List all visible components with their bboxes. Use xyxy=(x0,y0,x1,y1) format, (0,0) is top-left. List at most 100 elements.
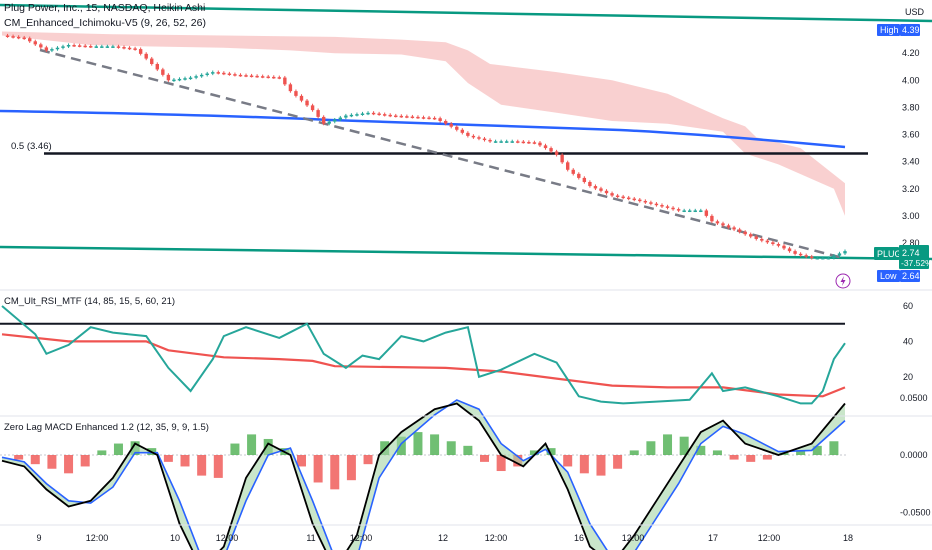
candle-body xyxy=(283,77,287,85)
rsi-indicator-label[interactable]: CM_Ult_RSI_MTF (14, 85, 15, 5, 60, 21) xyxy=(4,296,175,307)
macd-histogram-bar xyxy=(163,455,173,462)
candle-body xyxy=(399,115,404,118)
candle-body xyxy=(676,209,681,211)
rsi-line xyxy=(1,305,846,405)
candle-body xyxy=(837,253,842,256)
candle-body xyxy=(421,117,426,119)
candle-body xyxy=(493,141,498,143)
candle-body xyxy=(549,148,553,152)
currency-label[interactable]: USD xyxy=(905,7,925,17)
macd-indicator-label[interactable]: Zero Lag MACD Enhanced 1.2 (12, 35, 9, 9… xyxy=(4,422,209,433)
candle-body xyxy=(11,36,15,38)
rsi-signal-line xyxy=(1,333,846,398)
lightning-icon[interactable] xyxy=(835,273,851,289)
candle-body xyxy=(360,113,365,116)
candle-body xyxy=(565,162,570,170)
candle-body xyxy=(488,139,492,142)
candle-body xyxy=(443,120,448,124)
candle-body xyxy=(222,72,226,75)
low-badge-label: Low xyxy=(880,271,897,281)
candle-body xyxy=(305,100,309,106)
candle-body xyxy=(621,196,625,199)
macd-histogram-bar xyxy=(247,434,257,455)
candle-body xyxy=(471,135,476,138)
candle-body xyxy=(288,84,293,92)
macd-tick-label: 0.0500 xyxy=(900,393,928,403)
candle-body xyxy=(355,114,359,116)
candle-body xyxy=(654,203,659,206)
candle-body xyxy=(377,113,381,116)
candle-body xyxy=(710,215,714,222)
candle-body xyxy=(177,78,182,81)
high-badge: High 4.39 xyxy=(877,24,920,36)
candle-body xyxy=(5,35,10,38)
cloud-band xyxy=(2,31,845,216)
candle-body xyxy=(715,221,720,224)
macd-histogram-bar xyxy=(546,448,556,455)
rsi-pane xyxy=(0,305,846,405)
candle-body xyxy=(338,117,343,120)
candle-body xyxy=(765,240,770,243)
candle-body xyxy=(787,248,792,252)
price-tick-label: 3.80 xyxy=(902,102,920,112)
macd-histogram-bar xyxy=(613,455,623,469)
candle-body xyxy=(482,138,487,141)
candle-body xyxy=(199,74,204,77)
macd-histogram-bar xyxy=(30,455,40,465)
time-tick-label: 12:00 xyxy=(86,533,109,543)
candle-body xyxy=(310,105,315,111)
high-badge-value: 4.39 xyxy=(902,25,920,35)
candle-body xyxy=(560,154,564,163)
macd-histogram-bar xyxy=(629,450,639,455)
candle-body xyxy=(832,255,836,258)
candle-body xyxy=(394,115,398,118)
candle-body xyxy=(366,112,370,115)
candle-body xyxy=(405,116,409,118)
candle-body xyxy=(28,38,32,42)
time-tick-label: 11 xyxy=(306,533,315,543)
candle-body xyxy=(732,227,736,230)
candle-body xyxy=(327,121,331,124)
candle-body xyxy=(249,75,254,78)
candle-body xyxy=(94,46,98,48)
price-tick-label: 4.20 xyxy=(902,48,920,58)
candle-body xyxy=(704,210,709,216)
macd-histogram-bar xyxy=(529,450,539,455)
candle-body xyxy=(615,195,620,198)
chart-title[interactable]: Plug Power, Inc., 15, NASDAQ, Heikin Ash… xyxy=(4,2,206,14)
candle-body xyxy=(532,142,537,144)
candle-body xyxy=(466,132,470,136)
candle-body xyxy=(477,137,481,139)
candle-body xyxy=(793,251,797,254)
ichimoku-indicator-label[interactable]: CM_Enhanced_Ichimoku-V5 (9, 26, 52, 26) xyxy=(4,17,206,29)
time-tick-label: 12:00 xyxy=(216,533,239,543)
macd-histogram-bar xyxy=(113,443,123,455)
candle-body xyxy=(815,257,819,260)
candle-body xyxy=(349,114,354,117)
candle-body xyxy=(821,257,825,260)
symbol-badge: PLUG xyxy=(877,249,902,259)
candle-body xyxy=(122,47,126,49)
ichimoku-cloud xyxy=(2,31,845,216)
candle-body xyxy=(760,238,764,241)
high-badge-label: High xyxy=(880,25,899,35)
macd-histogram-bar xyxy=(313,455,323,483)
rsi-tick-label: 40 xyxy=(903,336,913,346)
macd-signal-line xyxy=(1,399,846,550)
macd-line xyxy=(1,402,846,550)
candle-body xyxy=(682,210,686,212)
candle-body xyxy=(665,206,670,208)
macd-histogram-bar xyxy=(596,455,606,476)
candle-body xyxy=(754,236,758,239)
candle-body xyxy=(432,117,437,120)
macd-histogram-bar xyxy=(762,455,772,460)
time-tick-label: 12:00 xyxy=(350,533,373,543)
macd-histogram-bar xyxy=(829,441,839,455)
candle-body xyxy=(382,114,387,116)
candle-body xyxy=(266,76,270,79)
macd-histogram-bar xyxy=(646,441,656,455)
candle-body xyxy=(460,129,465,133)
candle-body xyxy=(155,64,159,70)
macd-histogram-bar xyxy=(197,455,207,476)
